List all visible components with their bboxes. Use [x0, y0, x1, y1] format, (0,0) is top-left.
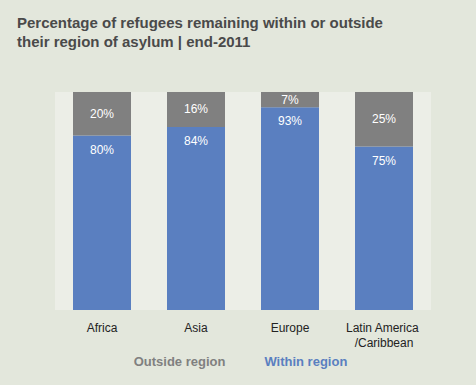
- svg-text:Outside region: Outside region: [134, 354, 226, 369]
- svg-text:Percentage of refugees remaini: Percentage of refugees remaining within …: [17, 14, 387, 31]
- svg-text:Latin America: Latin America: [346, 321, 422, 335]
- svg-text:80%: 80%: [90, 143, 114, 157]
- svg-text:93%: 93%: [278, 114, 302, 128]
- svg-text:/Caribbean: /Caribbean: [355, 336, 414, 350]
- svg-text:Asia: Asia: [184, 321, 208, 335]
- svg-text:their region of asylum | end-2: their region of asylum | end-2011: [17, 33, 250, 50]
- svg-text:Africa: Africa: [87, 321, 118, 335]
- svg-text:7%: 7%: [281, 93, 299, 107]
- svg-text:Europe: Europe: [271, 321, 310, 335]
- svg-text:75%: 75%: [372, 154, 396, 168]
- svg-text:84%: 84%: [184, 134, 208, 148]
- svg-text:25%: 25%: [372, 112, 396, 126]
- svg-text:20%: 20%: [90, 107, 114, 121]
- svg-text:16%: 16%: [184, 102, 208, 116]
- svg-text:Within region: Within region: [264, 354, 347, 369]
